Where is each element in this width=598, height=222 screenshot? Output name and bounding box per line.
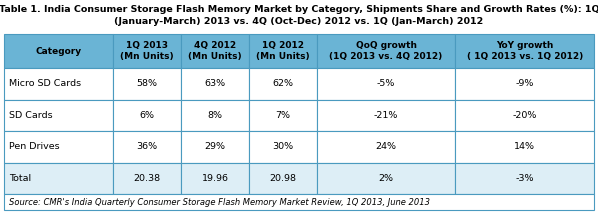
Text: SD Cards: SD Cards [9,111,53,120]
Text: 63%: 63% [205,79,225,88]
Bar [4,68,113,99]
Text: 36%: 36% [136,142,158,151]
Bar [317,68,455,99]
Text: Category: Category [35,46,82,56]
Text: 4Q 2012
(Mn Units): 4Q 2012 (Mn Units) [188,41,242,61]
Bar [455,34,594,68]
Text: 1Q 2013
(Mn Units): 1Q 2013 (Mn Units) [120,41,174,61]
Text: 7%: 7% [275,111,290,120]
Bar [317,163,455,194]
Text: 14%: 14% [514,142,535,151]
Bar [181,99,249,131]
Bar [455,131,594,163]
Text: (January-March) 2013 vs. 4Q (Oct-Dec) 2012 vs. 1Q (Jan-March) 2012: (January-March) 2013 vs. 4Q (Oct-Dec) 20… [114,17,484,26]
Bar [249,131,317,163]
Text: 8%: 8% [208,111,222,120]
Text: -21%: -21% [374,111,398,120]
Bar [249,34,317,68]
Text: Micro SD Cards: Micro SD Cards [9,79,81,88]
Text: -3%: -3% [515,174,534,183]
Bar [249,163,317,194]
Bar [113,34,181,68]
Bar [249,99,317,131]
Bar [317,34,455,68]
Text: Total: Total [9,174,31,183]
Bar [4,131,113,163]
Text: Pen Drives: Pen Drives [9,142,60,151]
Bar [113,163,181,194]
Bar [317,131,455,163]
Text: Table 1. India Consumer Storage Flash Memory Market by Category, Shipments Share: Table 1. India Consumer Storage Flash Me… [0,5,598,14]
Text: YoY growth
( 1Q 2013 vs. 1Q 2012): YoY growth ( 1Q 2013 vs. 1Q 2012) [466,41,583,61]
Text: 19.96: 19.96 [202,174,228,183]
Text: 30%: 30% [272,142,294,151]
Bar [181,163,249,194]
Bar [455,99,594,131]
Bar [455,163,594,194]
Text: 62%: 62% [272,79,293,88]
Bar [181,34,249,68]
Bar [4,163,113,194]
Text: 6%: 6% [139,111,154,120]
Bar [4,194,594,210]
Text: 1Q 2012
(Mn Units): 1Q 2012 (Mn Units) [256,41,310,61]
Bar [455,68,594,99]
Bar [4,34,113,68]
Bar [113,68,181,99]
Bar [181,68,249,99]
Text: 20.98: 20.98 [269,174,296,183]
Text: 2%: 2% [379,174,393,183]
Text: QoQ growth
(1Q 2013 vs. 4Q 2012): QoQ growth (1Q 2013 vs. 4Q 2012) [329,41,443,61]
Text: -5%: -5% [377,79,395,88]
Text: 24%: 24% [376,142,396,151]
Bar [113,131,181,163]
Bar [317,99,455,131]
Bar [181,131,249,163]
Bar [4,99,113,131]
Text: Source: CMR's India Quarterly Consumer Storage Flash Memory Market Review, 1Q 20: Source: CMR's India Quarterly Consumer S… [9,198,430,206]
Text: -9%: -9% [515,79,534,88]
Text: -20%: -20% [512,111,537,120]
Bar [113,99,181,131]
Text: 29%: 29% [205,142,225,151]
Bar [249,68,317,99]
Text: 58%: 58% [136,79,158,88]
Text: 20.38: 20.38 [133,174,161,183]
